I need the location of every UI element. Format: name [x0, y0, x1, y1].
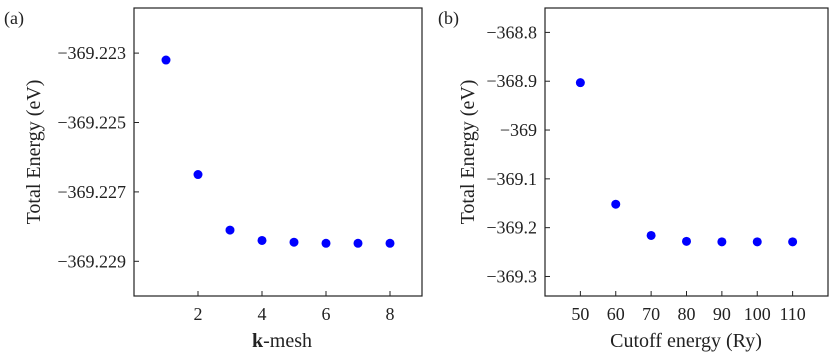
data-point	[717, 237, 727, 247]
x-tick-label: 2	[194, 304, 203, 324]
panel-a-y-axis-label: Total Energy (eV)	[23, 80, 45, 225]
panel-a-x-axis-label-bold: k	[252, 330, 264, 352]
x-tick-label: 60	[607, 304, 625, 324]
y-tick-label: −369	[500, 120, 537, 140]
y-tick-label: −369.229	[57, 251, 126, 271]
x-tick-label: 100	[744, 304, 771, 324]
x-tick-label: 8	[386, 304, 395, 324]
panel-b-y-axis-label: Total Energy (eV)	[457, 80, 479, 225]
panel-a-label: (a)	[4, 8, 24, 29]
data-point	[788, 237, 798, 247]
data-point	[225, 225, 235, 235]
y-tick-label: −369.3	[486, 266, 537, 286]
y-tick-label: −368.9	[486, 71, 537, 91]
panel-b: (b) −368.8 −368.9 −369 −369.1 −369.2 −369.3 5…	[438, 7, 829, 352]
panel-a: (a) −369.223 −369.225 −369.227 −369.229 2 4 6…	[4, 7, 423, 352]
panel-a-y-ticks: −369.223 −369.225 −369.227 −369.229	[57, 43, 139, 271]
y-tick-label: −368.8	[486, 22, 537, 42]
panel-b-x-axis-label: Cutoff energy (Ry)	[610, 330, 762, 352]
x-tick-label: 50	[571, 304, 589, 324]
panel-b-plot-area	[575, 78, 798, 247]
data-point	[575, 78, 585, 88]
data-point	[289, 237, 299, 247]
y-tick-label: −369.223	[57, 43, 126, 63]
x-tick-label: 90	[713, 304, 731, 324]
y-tick-label: −369.2	[486, 218, 537, 238]
panel-b-label: (b)	[438, 8, 459, 29]
x-tick-label: 110	[779, 304, 805, 324]
x-tick-label: 4	[258, 304, 267, 324]
panel-a-axes-box	[133, 7, 423, 297]
x-tick-label: 6	[322, 304, 331, 324]
data-point	[257, 235, 267, 245]
data-point	[682, 236, 691, 246]
data-point	[385, 238, 395, 248]
panel-a-x-ticks: 2 4 6 8	[194, 291, 395, 324]
x-tick-label: 80	[678, 304, 696, 324]
panel-a-x-axis-label: k-mesh	[252, 330, 312, 352]
data-point	[752, 237, 762, 247]
data-point	[353, 238, 363, 248]
data-point	[321, 238, 331, 248]
x-tick-label: 70	[642, 304, 660, 324]
panel-a-plot-area	[161, 55, 395, 248]
panel-b-axes-box	[544, 7, 829, 297]
data-point	[646, 230, 656, 240]
panel-a-x-axis-label-rest: -mesh	[263, 330, 312, 352]
y-tick-label: −369.227	[57, 182, 126, 202]
y-tick-label: −369.225	[57, 113, 126, 133]
panel-b-y-ticks: −368.8 −368.9 −369 −369.1 −369.2 −369.3	[486, 22, 550, 286]
panel-b-x-ticks: 50 60 70 80 90 100 110	[571, 291, 806, 324]
data-point	[161, 55, 171, 65]
data-point	[193, 170, 203, 180]
y-tick-label: −369.1	[486, 169, 537, 189]
data-point	[611, 199, 621, 209]
